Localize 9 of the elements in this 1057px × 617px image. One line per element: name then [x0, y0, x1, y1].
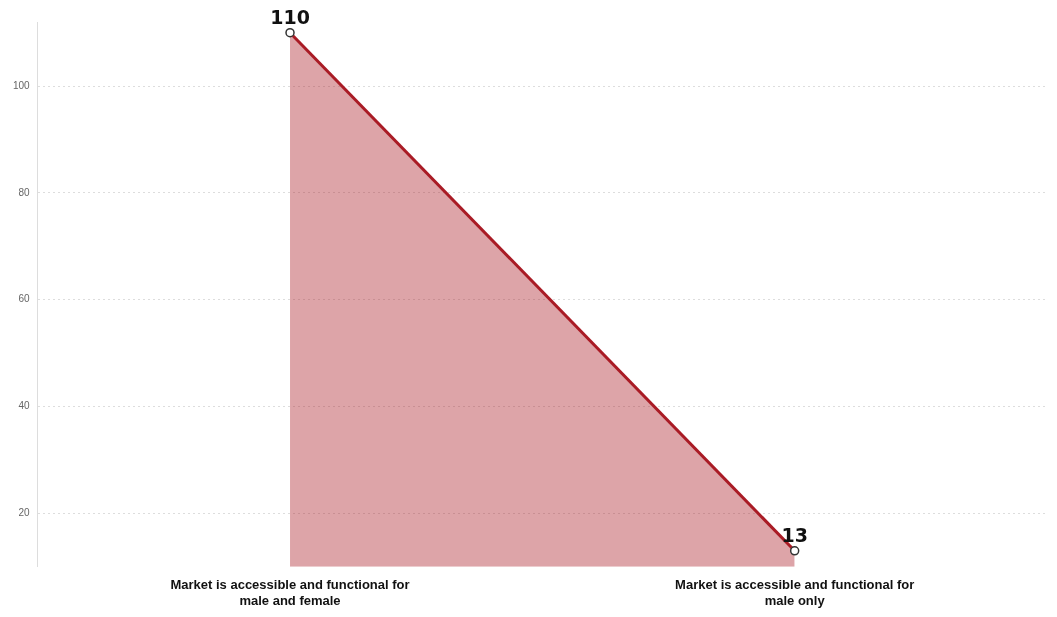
y-tick-label: 20: [18, 507, 31, 519]
data-label: 110: [270, 6, 310, 29]
y-tick-label: 40: [18, 400, 31, 412]
y-tick-label: 80: [18, 186, 31, 198]
x-tick-label: Market is accessible and functional for male only: [675, 577, 915, 608]
y-tick-label: 60: [18, 293, 31, 305]
data-label: 13: [781, 524, 808, 547]
y-tick-label: 100: [13, 79, 31, 91]
x-tick-label: Market is accessible and functional for male and female: [170, 577, 410, 608]
